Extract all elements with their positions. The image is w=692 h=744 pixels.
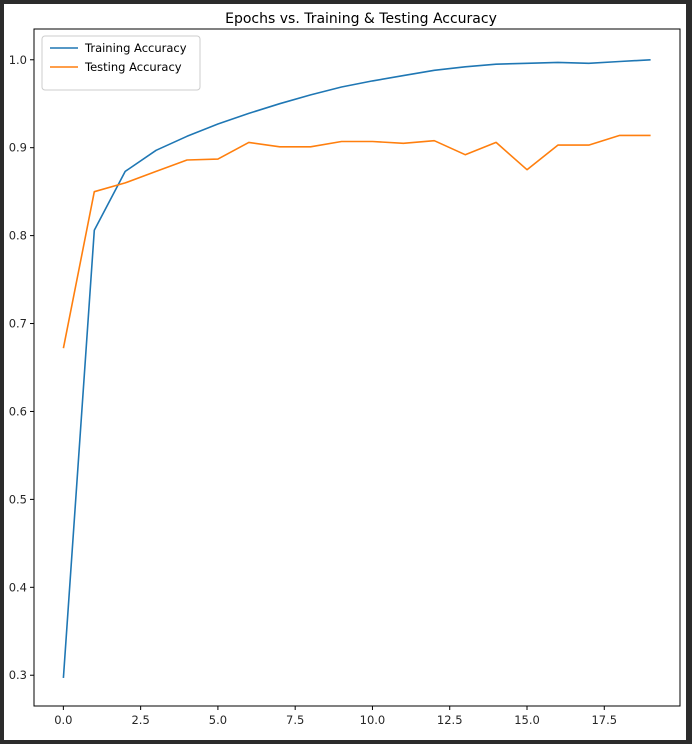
y-tick-label: 0.5 [9, 492, 27, 506]
y-tick-label: 1.0 [9, 53, 27, 67]
legend-label: Testing Accuracy [84, 60, 182, 74]
y-tick-label: 0.7 [9, 317, 27, 331]
x-tick-label: 0.0 [54, 713, 72, 727]
y-tick-label: 0.3 [9, 668, 27, 682]
x-axis-ticks: 0.0 2.5 5.0 7.5 10.0 12.5 15.0 17.5 [54, 706, 617, 727]
x-tick-label: 10.0 [360, 713, 386, 727]
y-tick-label: 0.4 [9, 580, 27, 594]
x-tick-label: 15.0 [514, 713, 540, 727]
chart-svg: Epochs vs. Training & Testing Accuracy 0… [9, 11, 681, 727]
x-tick-label: 12.5 [437, 713, 463, 727]
x-tick-label: 2.5 [131, 713, 149, 727]
chart-figure: Epochs vs. Training & Testing Accuracy 0… [4, 4, 686, 740]
legend-label: Training Accuracy [84, 41, 187, 55]
y-axis-ticks: 0.3 0.4 0.5 0.6 0.7 0.8 0.9 1.0 [9, 53, 34, 682]
testing-accuracy-line [62, 134, 651, 349]
y-tick-label: 0.9 [9, 141, 27, 155]
y-tick-label: 0.8 [9, 229, 27, 243]
chart-title: Epochs vs. Training & Testing Accuracy [225, 11, 497, 27]
legend-box [41, 35, 201, 91]
x-tick-label: 5.0 [209, 713, 227, 727]
axes-frame [33, 28, 681, 707]
plot-area-border [33, 28, 681, 707]
training-accuracy-line [62, 59, 651, 678]
y-tick-label: 0.6 [9, 404, 27, 418]
legend: Training Accuracy Testing Accuracy [41, 35, 201, 91]
x-tick-label: 17.5 [591, 713, 617, 727]
x-tick-label: 7.5 [286, 713, 304, 727]
series-layer [62, 59, 651, 678]
